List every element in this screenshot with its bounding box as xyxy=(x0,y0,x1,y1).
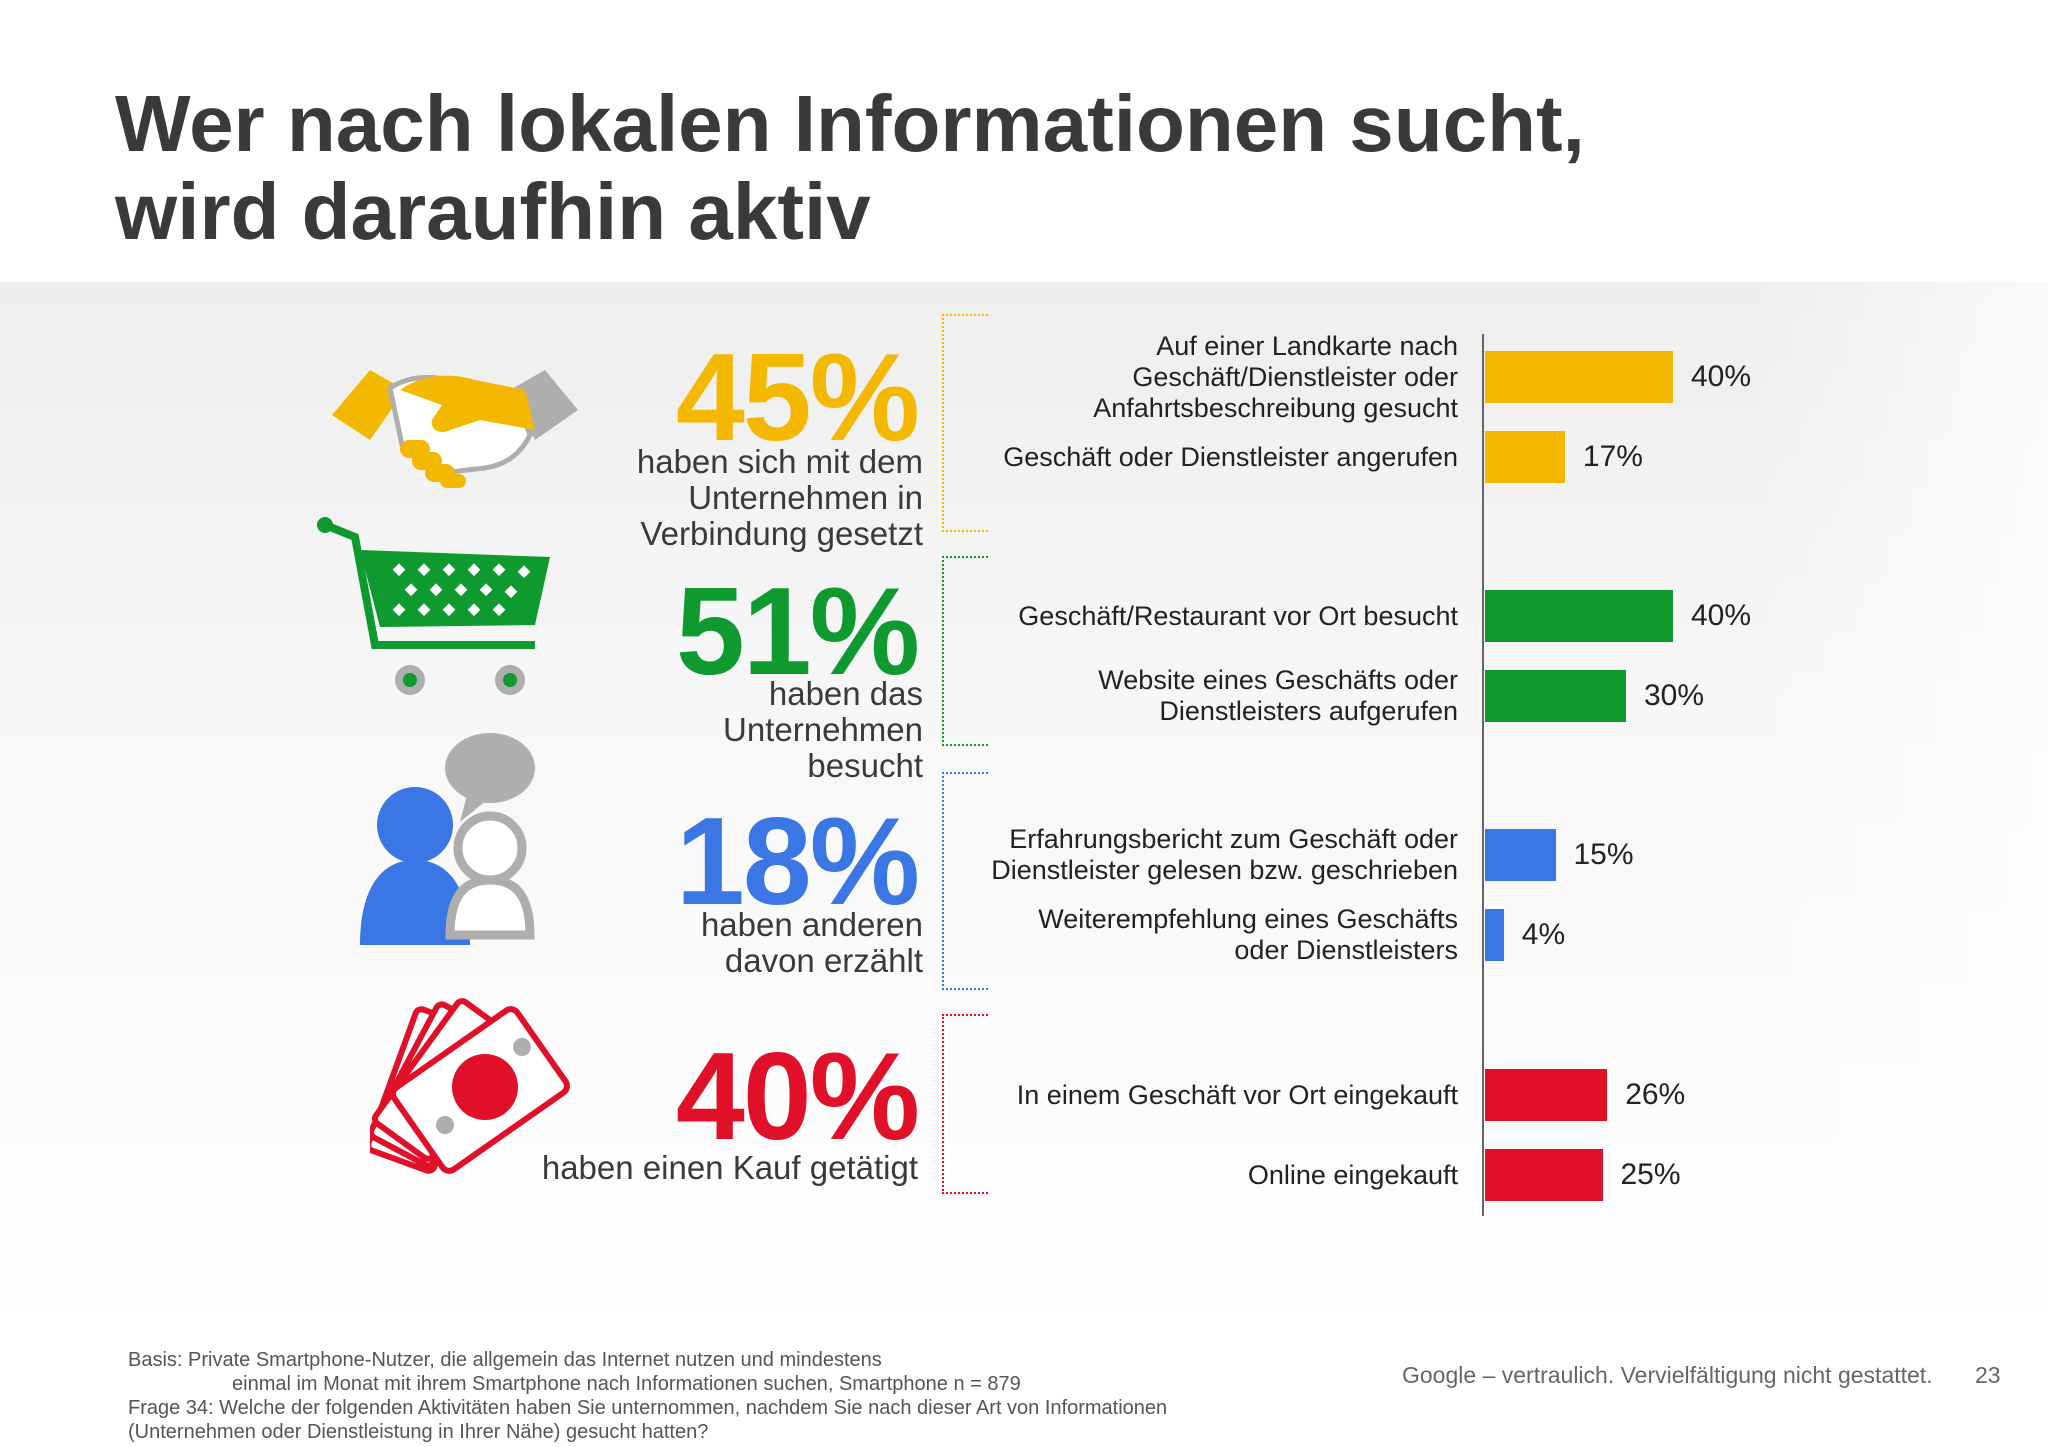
bar xyxy=(1485,829,1556,881)
bar-category-label: Weiterempfehlung eines Geschäfts oder Di… xyxy=(1038,904,1458,965)
bar-value-label: 17% xyxy=(1582,440,1643,473)
bar-category-label: Website eines Geschäfts oder Dienstleist… xyxy=(1098,665,1458,726)
footnote-line-4: (Unternehmen oder Dienstleistung in Ihre… xyxy=(128,1421,709,1443)
footnote-line-1: Basis: Private Smartphone-Nutzer, die al… xyxy=(128,1349,882,1371)
handshake-icon xyxy=(332,370,578,488)
shopping-cart-icon xyxy=(317,517,550,695)
bar xyxy=(1485,909,1504,961)
bar-category-label: Erfahrungsbericht zum Geschäft oder Dien… xyxy=(991,824,1458,885)
footnote: Basis: Private Smartphone-Nutzer, die al… xyxy=(128,1348,1167,1444)
bar xyxy=(1485,431,1565,483)
chart-axis-line xyxy=(1482,334,1484,1216)
bracket-contact xyxy=(942,314,988,532)
bracket-visit xyxy=(942,556,988,746)
bar-value-label: 4% xyxy=(1521,918,1566,951)
bar xyxy=(1485,1069,1608,1121)
page-number: 23 xyxy=(1975,1362,2001,1388)
group-text-tell: haben anderen davon erzählt xyxy=(700,906,923,979)
money-bills-icon xyxy=(370,998,570,1174)
bar-category-label: Geschäft/Restaurant vor Ort besucht xyxy=(1018,600,1458,631)
bar xyxy=(1485,670,1626,722)
group-percent-tell: 18% xyxy=(675,793,920,931)
infographic-panel xyxy=(0,282,2048,1332)
bar-category-label: In einem Geschäft vor Ort eingekauft xyxy=(1016,1079,1458,1110)
group-percent-contact: 45% xyxy=(675,329,920,467)
bar-value-label: 40% xyxy=(1691,360,1752,393)
group-percent-purchase: 40% xyxy=(675,1028,920,1166)
group-text-purchase: haben einen Kauf getätigt xyxy=(541,1149,918,1186)
bar-value-label: 30% xyxy=(1644,679,1705,712)
bar xyxy=(1485,351,1673,403)
bar-value-label: 40% xyxy=(1691,599,1752,632)
group-text-visit: haben das Unternehmen besucht xyxy=(723,675,923,784)
people-chat-icon xyxy=(360,733,535,945)
bar-value-label: 26% xyxy=(1625,1078,1686,1111)
group-text-contact: haben sich mit dem Unternehmen in Verbin… xyxy=(636,443,923,552)
footnote-line-2: einmal im Monat mit ihrem Smartphone nac… xyxy=(232,1373,1021,1395)
bar-category-label: Auf einer Landkarte nach Geschäft/Dienst… xyxy=(1093,330,1458,423)
bracket-purchase xyxy=(942,1014,988,1194)
confidential-notice: Google – vertraulich. Vervielfältigung n… xyxy=(1402,1362,1933,1388)
footnote-line-3: Frage 34: Welche der folgenden Aktivität… xyxy=(128,1397,1168,1419)
bar-category-label: Online eingekauft xyxy=(1247,1159,1458,1190)
bar-value-label: 15% xyxy=(1573,838,1634,871)
group-percent-visit: 51% xyxy=(675,563,920,701)
bar-category-label: Geschäft oder Dienstleister angerufen xyxy=(1003,441,1458,472)
bar xyxy=(1485,1149,1603,1201)
bar-value-label: 25% xyxy=(1620,1158,1681,1191)
bar xyxy=(1485,590,1673,642)
bracket-tell xyxy=(942,772,988,990)
page-title: Wer nach lokalen Informationen sucht, wi… xyxy=(115,79,1585,256)
